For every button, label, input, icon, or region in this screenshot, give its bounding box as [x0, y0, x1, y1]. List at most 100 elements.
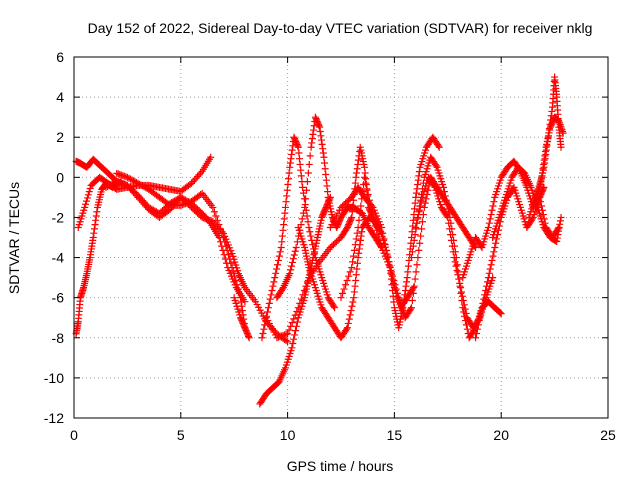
- data-point: [345, 315, 353, 323]
- data-point: [209, 203, 217, 211]
- data-point: [130, 177, 138, 185]
- data-point: [451, 258, 459, 266]
- data-point: [222, 242, 230, 250]
- data-point: [209, 217, 217, 225]
- data-point: [301, 203, 309, 211]
- data-point: [381, 241, 389, 249]
- data-point: [299, 183, 307, 191]
- data-point: [393, 289, 401, 297]
- data-point: [319, 145, 327, 153]
- data-point: [559, 127, 567, 135]
- data-point: [212, 212, 220, 220]
- data-point: [355, 216, 363, 224]
- data-point: [415, 168, 423, 176]
- data-point: [134, 179, 142, 187]
- data-point: [489, 202, 497, 210]
- data-point: [347, 307, 355, 315]
- data-point: [82, 200, 90, 208]
- data-point: [231, 272, 239, 280]
- data-point: [286, 270, 294, 278]
- data-point: [358, 195, 366, 203]
- data-point: [287, 322, 295, 330]
- data-point: [235, 289, 243, 297]
- data-point: [541, 152, 549, 160]
- data-point: [362, 179, 370, 187]
- data-point: [349, 258, 357, 266]
- data-point: [440, 188, 448, 196]
- data-point: [348, 208, 356, 216]
- data-point: [404, 262, 412, 270]
- data-point: [412, 223, 420, 231]
- data-point: [142, 184, 150, 192]
- data-point: [400, 295, 408, 303]
- data-point: [316, 123, 324, 131]
- data-point: [352, 276, 360, 284]
- data-point: [557, 213, 565, 221]
- data-point: [278, 232, 286, 240]
- data-point: [288, 150, 296, 158]
- data-point: [407, 304, 415, 312]
- data-point: [462, 309, 470, 317]
- y-tick-label: 4: [56, 89, 64, 105]
- data-point: [458, 292, 466, 300]
- data-point: [276, 248, 284, 256]
- data-point: [305, 160, 313, 168]
- data-point: [90, 229, 98, 237]
- data-point: [487, 261, 495, 269]
- data-point: [139, 197, 147, 205]
- data-point: [351, 241, 359, 249]
- data-point: [303, 212, 311, 220]
- data-point: [477, 308, 485, 316]
- data-point: [151, 207, 159, 215]
- data-point: [420, 203, 428, 211]
- data-point: [432, 162, 440, 170]
- data-point: [370, 218, 378, 226]
- data-point: [367, 202, 375, 210]
- y-tick-label: 0: [56, 169, 64, 185]
- data-point: [415, 246, 423, 254]
- data-point: [407, 254, 415, 262]
- data-point: [452, 262, 460, 270]
- data-point: [474, 321, 482, 329]
- x-tick-label: 25: [600, 427, 616, 443]
- data-point: [363, 185, 371, 193]
- data-point: [228, 264, 236, 272]
- data-point: [350, 252, 358, 260]
- data-point: [245, 332, 253, 340]
- data-point: [488, 256, 496, 264]
- data-point: [445, 219, 453, 227]
- data-point: [389, 272, 397, 280]
- data-point: [414, 254, 422, 262]
- data-point: [343, 276, 351, 284]
- data-point: [356, 209, 364, 217]
- data-point: [374, 231, 382, 239]
- data-point: [449, 248, 457, 256]
- data-point: [197, 191, 205, 199]
- data-point: [434, 142, 442, 150]
- data-point: [285, 326, 293, 334]
- data-point: [340, 285, 348, 293]
- data-point: [348, 213, 356, 221]
- data-point: [89, 234, 97, 241]
- data-point: [220, 234, 228, 241]
- data-point: [233, 281, 241, 289]
- series-arc10: [262, 143, 381, 342]
- data-point: [482, 287, 490, 295]
- data-point: [307, 232, 315, 240]
- data-point: [415, 206, 423, 214]
- data-point: [197, 169, 205, 177]
- data-point: [539, 165, 547, 173]
- data-point: [136, 180, 144, 188]
- data-point: [297, 172, 305, 180]
- data-point: [354, 160, 362, 168]
- data-point: [149, 206, 157, 214]
- data-point: [302, 195, 310, 203]
- data-point: [347, 215, 355, 223]
- data-point: [282, 198, 290, 206]
- data-point: [286, 163, 294, 171]
- x-tick-label: 0: [70, 427, 78, 443]
- data-point: [287, 155, 295, 163]
- data-point: [295, 149, 303, 157]
- data-point: [302, 282, 310, 290]
- y-axis-label: SDTVAR / TECUs: [6, 182, 22, 294]
